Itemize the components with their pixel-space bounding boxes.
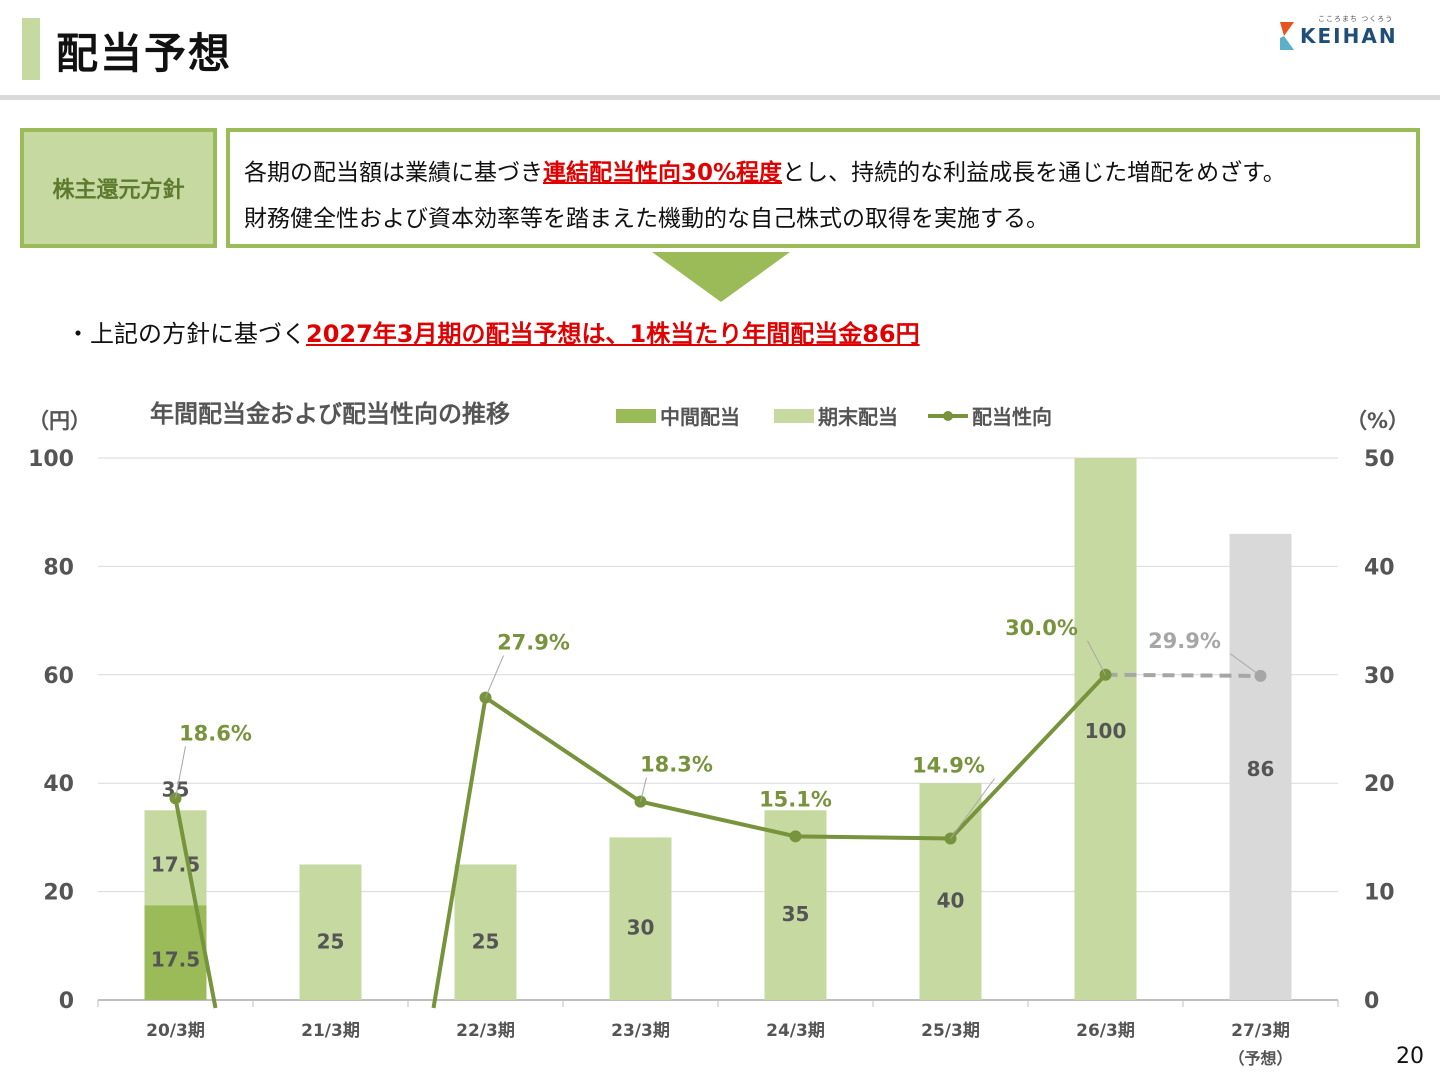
bar-label-year-end: 25 (472, 929, 500, 953)
bar-label-year-end: 86 (1247, 757, 1275, 781)
legend-label-2: 配当性向 (972, 405, 1052, 429)
x-tick-label: 22/3期 (456, 1021, 515, 1041)
down-arrow-icon (652, 252, 790, 302)
page-title: 配当予想 (56, 20, 232, 81)
bar-label-year-end: 30 (627, 916, 655, 940)
legend-label-0: 中間配当 (660, 405, 740, 429)
logo-text: KEIHAN (1300, 24, 1398, 48)
bullet-highlight: 2027年3月期の配当予想は、1株当たり年間配当金86円 (306, 320, 920, 348)
header-divider (0, 95, 1440, 100)
title-accent-bar (22, 18, 40, 80)
policy-line-1-post: とし、持続的な利益成長を通じた増配をめざす。 (782, 160, 1286, 186)
policy-highlight: 連結配当性向30%程度 (543, 160, 782, 186)
payout-label: 14.9% (912, 753, 985, 777)
x-tick-note: （予想） (1228, 1049, 1292, 1068)
page-number: 20 (1396, 1044, 1424, 1069)
policy-label: 株主還元方針 (20, 128, 217, 248)
logo-tagline: こころまち つくろう (1318, 14, 1393, 24)
y-tick-right: 10 (1364, 881, 1395, 906)
x-tick-label: 23/3期 (611, 1021, 670, 1041)
x-tick-label: 20/3期 (146, 1021, 205, 1041)
y-tick-right: 20 (1364, 772, 1395, 797)
payout-leader-line (486, 656, 504, 698)
y-tick-left: 80 (43, 555, 74, 580)
y-tick-left: 20 (43, 881, 74, 906)
policy-line-1: 各期の配当額は業績に基づき連結配当性向30%程度とし、持続的な利益成長を通じた増… (244, 150, 1416, 196)
x-tick-label: 24/3期 (766, 1021, 825, 1041)
payout-label: 29.9% (1148, 629, 1221, 653)
payout-label: 18.3% (640, 753, 713, 777)
y-tick-left: 0 (59, 989, 74, 1014)
legend-line-marker (943, 411, 953, 421)
policy-line-1-pre: 各期の配当額は業績に基づき (244, 160, 543, 186)
legend-label-1: 期末配当 (818, 405, 898, 429)
payout-label: 30.0% (1005, 616, 1078, 640)
y-tick-left: 40 (43, 772, 74, 797)
payout-marker (1255, 670, 1267, 682)
payout-label: 18.6% (179, 721, 252, 745)
payout-label: 27.9% (497, 631, 570, 655)
x-tick-label: 25/3期 (921, 1021, 980, 1041)
bar-label-year-end: 100 (1085, 719, 1127, 743)
bar-label-year-end: 40 (937, 889, 965, 913)
bar-label-year-end: 35 (782, 902, 810, 926)
legend-swatch-0 (616, 409, 656, 423)
policy-box: 各期の配当額は業績に基づき連結配当性向30%程度とし、持続的な利益成長を通じた増… (226, 128, 1420, 248)
y-axis-left-label: （円） (28, 409, 91, 433)
x-tick-label: 27/3期 (1231, 1021, 1290, 1041)
bullet-pre: ・上記の方針に基づく (66, 320, 306, 348)
policy-line-2: 財務健全性および資本効率等を踏まえた機動的な自己株式の取得を実施する。 (244, 196, 1416, 242)
payout-label: 15.1% (759, 787, 832, 811)
y-tick-right: 0 (1364, 989, 1379, 1014)
chart-title: 年間配当金および配当性向の推移 (150, 400, 510, 428)
y-tick-right: 40 (1364, 555, 1395, 580)
forecast-bullet: ・上記の方針に基づく2027年3月期の配当予想は、1株当たり年間配当金86円 (66, 314, 920, 349)
x-tick-label: 21/3期 (301, 1021, 360, 1041)
y-tick-left: 100 (28, 447, 74, 472)
bar-label-interim: 17.5 (151, 948, 200, 972)
legend-swatch-1 (774, 409, 814, 423)
x-tick-label: 26/3期 (1076, 1021, 1135, 1041)
y-tick-right: 30 (1364, 664, 1395, 689)
y-axis-right-label: （%） (1346, 409, 1409, 433)
bar-label-year-end: 25 (317, 929, 345, 953)
y-tick-right: 50 (1364, 447, 1395, 472)
bar-label-year-end: 17.5 (151, 853, 200, 877)
y-tick-left: 60 (43, 664, 74, 689)
payout-marker (790, 830, 802, 842)
dividend-chart: 年間配当金および配当性向の推移 （円） （%） 中間配当 期末配当 配当性向 0 20 40 60… (0, 380, 1440, 1080)
